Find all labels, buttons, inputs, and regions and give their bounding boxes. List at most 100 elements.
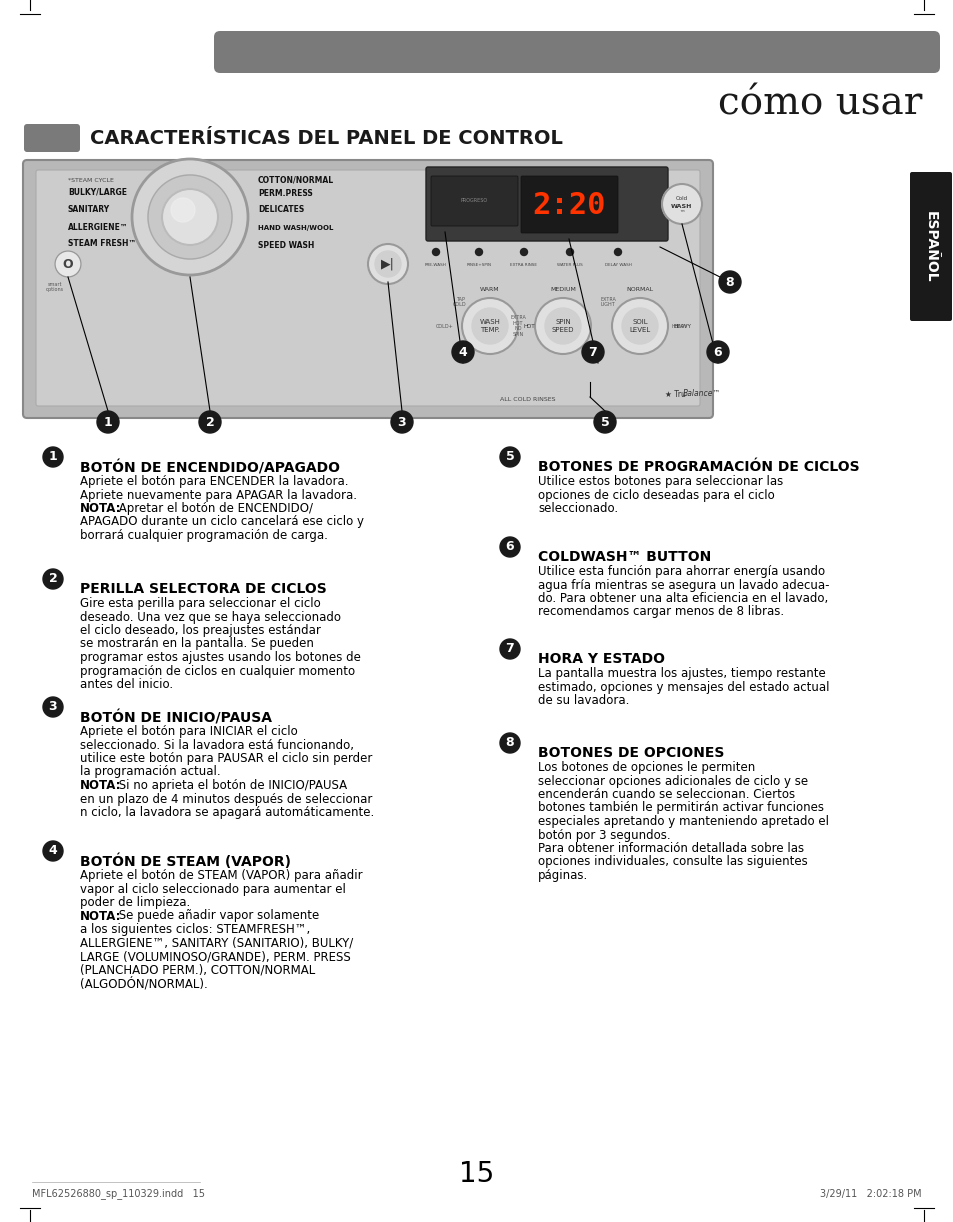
Text: 6: 6 bbox=[505, 540, 514, 554]
Text: PROGRESO: PROGRESO bbox=[460, 198, 487, 204]
Text: 15: 15 bbox=[459, 1160, 494, 1188]
Circle shape bbox=[706, 341, 728, 363]
Text: EXTRA
LIGHT: EXTRA LIGHT bbox=[599, 297, 616, 308]
Circle shape bbox=[612, 298, 667, 354]
Text: 2: 2 bbox=[206, 415, 214, 429]
Circle shape bbox=[520, 248, 527, 255]
Text: seleccionado.: seleccionado. bbox=[537, 502, 618, 514]
Text: HORA Y ESTADO: HORA Y ESTADO bbox=[537, 653, 664, 666]
Circle shape bbox=[535, 298, 590, 354]
Circle shape bbox=[499, 733, 519, 753]
Circle shape bbox=[719, 271, 740, 293]
Text: COTTON/NORMAL: COTTON/NORMAL bbox=[257, 176, 334, 185]
Text: ALLERGIENE™: ALLERGIENE™ bbox=[68, 222, 129, 231]
Text: Cold: Cold bbox=[676, 196, 687, 200]
Text: WARM: WARM bbox=[479, 287, 499, 292]
Circle shape bbox=[55, 251, 81, 277]
Text: poder de limpieza.: poder de limpieza. bbox=[80, 896, 190, 909]
Text: Utilice esta función para ahorrar energía usando: Utilice esta función para ahorrar energí… bbox=[537, 565, 824, 578]
Text: 2:20: 2:20 bbox=[532, 191, 605, 220]
Text: options: options bbox=[46, 287, 64, 292]
Circle shape bbox=[452, 341, 474, 363]
Text: smart: smart bbox=[48, 281, 62, 286]
Text: 7: 7 bbox=[588, 346, 597, 358]
FancyBboxPatch shape bbox=[213, 31, 939, 73]
Text: se mostrarán en la pantalla. Se pueden: se mostrarán en la pantalla. Se pueden bbox=[80, 638, 314, 650]
Text: recomendamos cargar menos de 8 libras.: recomendamos cargar menos de 8 libras. bbox=[537, 605, 783, 618]
Text: NOTA:: NOTA: bbox=[80, 502, 121, 514]
FancyBboxPatch shape bbox=[23, 160, 712, 418]
Circle shape bbox=[544, 308, 580, 345]
Text: páginas.: páginas. bbox=[537, 869, 588, 882]
Circle shape bbox=[581, 341, 603, 363]
Text: seleccionar opciones adicionales de ciclo y se: seleccionar opciones adicionales de cicl… bbox=[537, 775, 807, 787]
Text: NORMAL: NORMAL bbox=[626, 287, 653, 292]
Text: RINSE+SPIN: RINSE+SPIN bbox=[466, 263, 491, 266]
Text: SPEED WASH: SPEED WASH bbox=[257, 241, 314, 249]
Text: utilice este botón para PAUSAR el ciclo sin perder: utilice este botón para PAUSAR el ciclo … bbox=[80, 752, 372, 765]
Circle shape bbox=[43, 841, 63, 862]
Circle shape bbox=[148, 175, 232, 259]
Text: 5: 5 bbox=[505, 451, 514, 463]
Text: 8: 8 bbox=[505, 737, 514, 749]
FancyBboxPatch shape bbox=[426, 167, 667, 241]
Text: ESPAÑOL: ESPAÑOL bbox=[923, 211, 937, 282]
Text: EXTRA RINSE: EXTRA RINSE bbox=[510, 263, 537, 266]
Circle shape bbox=[150, 177, 156, 183]
Text: vapor al ciclo seleccionado para aumentar el: vapor al ciclo seleccionado para aumenta… bbox=[80, 882, 346, 896]
Text: estimado, opciones y mensajes del estado actual: estimado, opciones y mensajes del estado… bbox=[537, 681, 828, 694]
Text: PRE-WASH: PRE-WASH bbox=[425, 263, 446, 266]
Circle shape bbox=[566, 248, 573, 255]
Text: ★ Tru: ★ Tru bbox=[664, 390, 685, 398]
Circle shape bbox=[499, 639, 519, 659]
Text: Apriete el botón de STEAM (VAPOR) para añadir: Apriete el botón de STEAM (VAPOR) para a… bbox=[80, 869, 362, 882]
FancyBboxPatch shape bbox=[909, 172, 951, 321]
Circle shape bbox=[661, 185, 701, 224]
Text: a los siguientes ciclos: STEAMFRESH™,: a los siguientes ciclos: STEAMFRESH™, bbox=[80, 923, 310, 936]
Text: 6: 6 bbox=[713, 346, 721, 358]
Circle shape bbox=[171, 198, 194, 222]
Text: (ALGODÓN/NORMAL).: (ALGODÓN/NORMAL). bbox=[80, 978, 208, 991]
Text: PERM.PRESS: PERM.PRESS bbox=[257, 189, 313, 198]
FancyBboxPatch shape bbox=[36, 170, 700, 406]
Text: (PLANCHADO PERM.), COTTON/NORMAL: (PLANCHADO PERM.), COTTON/NORMAL bbox=[80, 963, 314, 976]
Text: BOTONES DE OPCIONES: BOTONES DE OPCIONES bbox=[537, 745, 723, 760]
Circle shape bbox=[187, 266, 193, 273]
Text: SOIL
LEVEL: SOIL LEVEL bbox=[629, 319, 650, 332]
Circle shape bbox=[187, 163, 193, 167]
Text: 3: 3 bbox=[397, 415, 406, 429]
Circle shape bbox=[499, 447, 519, 467]
Text: WATER PLUS: WATER PLUS bbox=[557, 263, 582, 266]
Circle shape bbox=[135, 214, 141, 220]
Text: LARGE (VOLUMINOSO/GRANDE), PERM. PRESS: LARGE (VOLUMINOSO/GRANDE), PERM. PRESS bbox=[80, 949, 351, 963]
Text: COLD+: COLD+ bbox=[436, 324, 454, 329]
Text: 7: 7 bbox=[505, 643, 514, 655]
Text: ™: ™ bbox=[679, 211, 684, 216]
Text: 5: 5 bbox=[600, 415, 609, 429]
Text: Utilice estos botones para seleccionar las: Utilice estos botones para seleccionar l… bbox=[537, 475, 782, 488]
Text: encenderán cuando se seleccionan. Ciertos: encenderán cuando se seleccionan. Cierto… bbox=[537, 788, 794, 800]
FancyBboxPatch shape bbox=[520, 176, 618, 233]
Text: programación de ciclos en cualquier momento: programación de ciclos en cualquier mome… bbox=[80, 665, 355, 677]
Text: borrará cualquier programación de carga.: borrará cualquier programación de carga. bbox=[80, 529, 328, 543]
Text: STEAM FRESH™: STEAM FRESH™ bbox=[68, 240, 136, 248]
Text: Apriete el botón para INICIAR el ciclo: Apriete el botón para INICIAR el ciclo bbox=[80, 725, 297, 738]
Text: CARACTERÍSTICAS DEL PANEL DE CONTROL: CARACTERÍSTICAS DEL PANEL DE CONTROL bbox=[90, 128, 562, 148]
Text: ALLERGIENE™, SANITARY (SANITARIO), BULKY/: ALLERGIENE™, SANITARY (SANITARIO), BULKY… bbox=[80, 936, 353, 949]
Text: n ciclo, la lavadora se apagará automáticamente.: n ciclo, la lavadora se apagará automáti… bbox=[80, 807, 374, 819]
Circle shape bbox=[368, 244, 408, 284]
Text: BOTONES DE PROGRAMACIÓN DE CICLOS: BOTONES DE PROGRAMACIÓN DE CICLOS bbox=[537, 459, 859, 474]
Text: Balance™: Balance™ bbox=[682, 390, 720, 398]
Text: opciones individuales, consulte las siguientes: opciones individuales, consulte las sigu… bbox=[537, 855, 807, 869]
Text: 3: 3 bbox=[49, 700, 57, 714]
Text: antes del inicio.: antes del inicio. bbox=[80, 678, 172, 690]
Text: en un plazo de 4 minutos después de seleccionar: en un plazo de 4 minutos después de sele… bbox=[80, 793, 372, 805]
Circle shape bbox=[43, 569, 63, 589]
Text: seleccionado. Si la lavadora está funcionando,: seleccionado. Si la lavadora está funcio… bbox=[80, 738, 354, 752]
Text: NOTA:: NOTA: bbox=[80, 909, 121, 923]
Circle shape bbox=[43, 447, 63, 467]
Circle shape bbox=[475, 248, 482, 255]
Text: DELICATES: DELICATES bbox=[257, 205, 304, 215]
Text: Se puede añadir vapor solamente: Se puede añadir vapor solamente bbox=[115, 909, 319, 923]
Text: Apretar el botón de ENCENDIDO/: Apretar el botón de ENCENDIDO/ bbox=[115, 502, 313, 514]
